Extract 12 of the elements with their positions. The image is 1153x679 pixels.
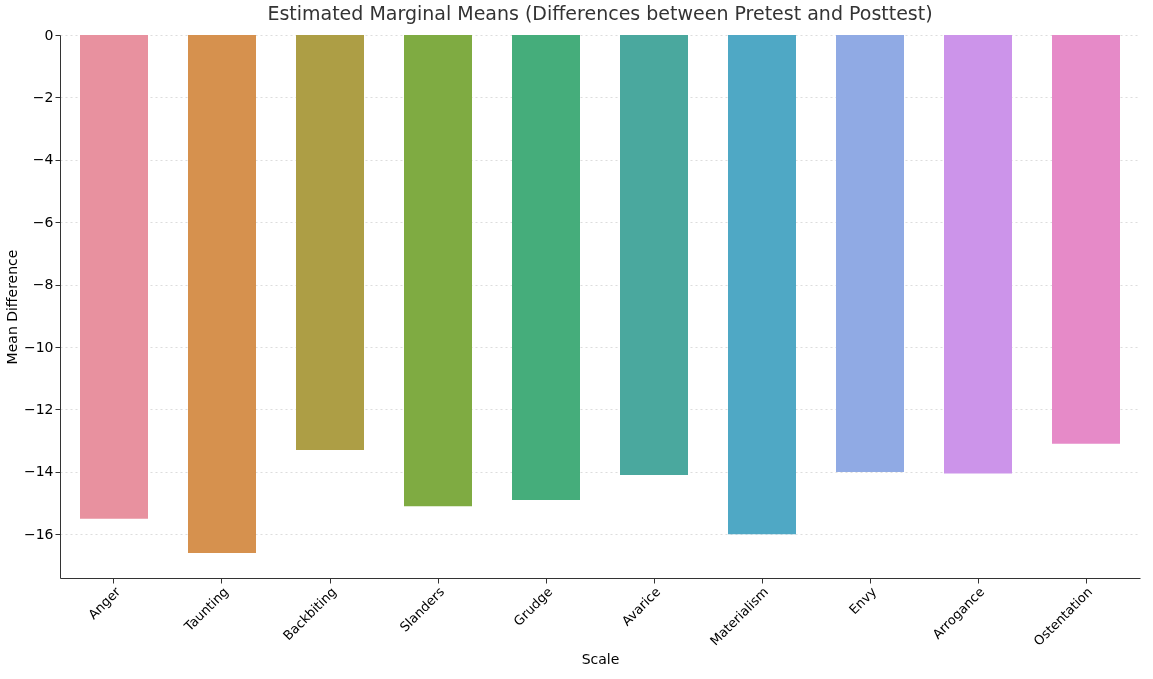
- x-axis-title: Scale: [581, 650, 620, 667]
- y-tick-label: −16: [23, 525, 54, 542]
- y-tick-label: −10: [23, 338, 54, 355]
- y-tick-label: −12: [23, 400, 54, 417]
- chart-title: Estimated Marginal Means (Differences between Pretest and Posttest): [267, 2, 933, 24]
- y-tick-label: −2: [32, 88, 54, 105]
- y-tick-label: −6: [32, 213, 54, 230]
- y-tick-label: 0: [44, 26, 54, 43]
- y-tick-label: −8: [32, 276, 54, 293]
- y-tick-label: −14: [23, 463, 54, 480]
- y-tick-label: −4: [32, 151, 54, 168]
- y-axis-title: Mean Difference: [3, 249, 20, 365]
